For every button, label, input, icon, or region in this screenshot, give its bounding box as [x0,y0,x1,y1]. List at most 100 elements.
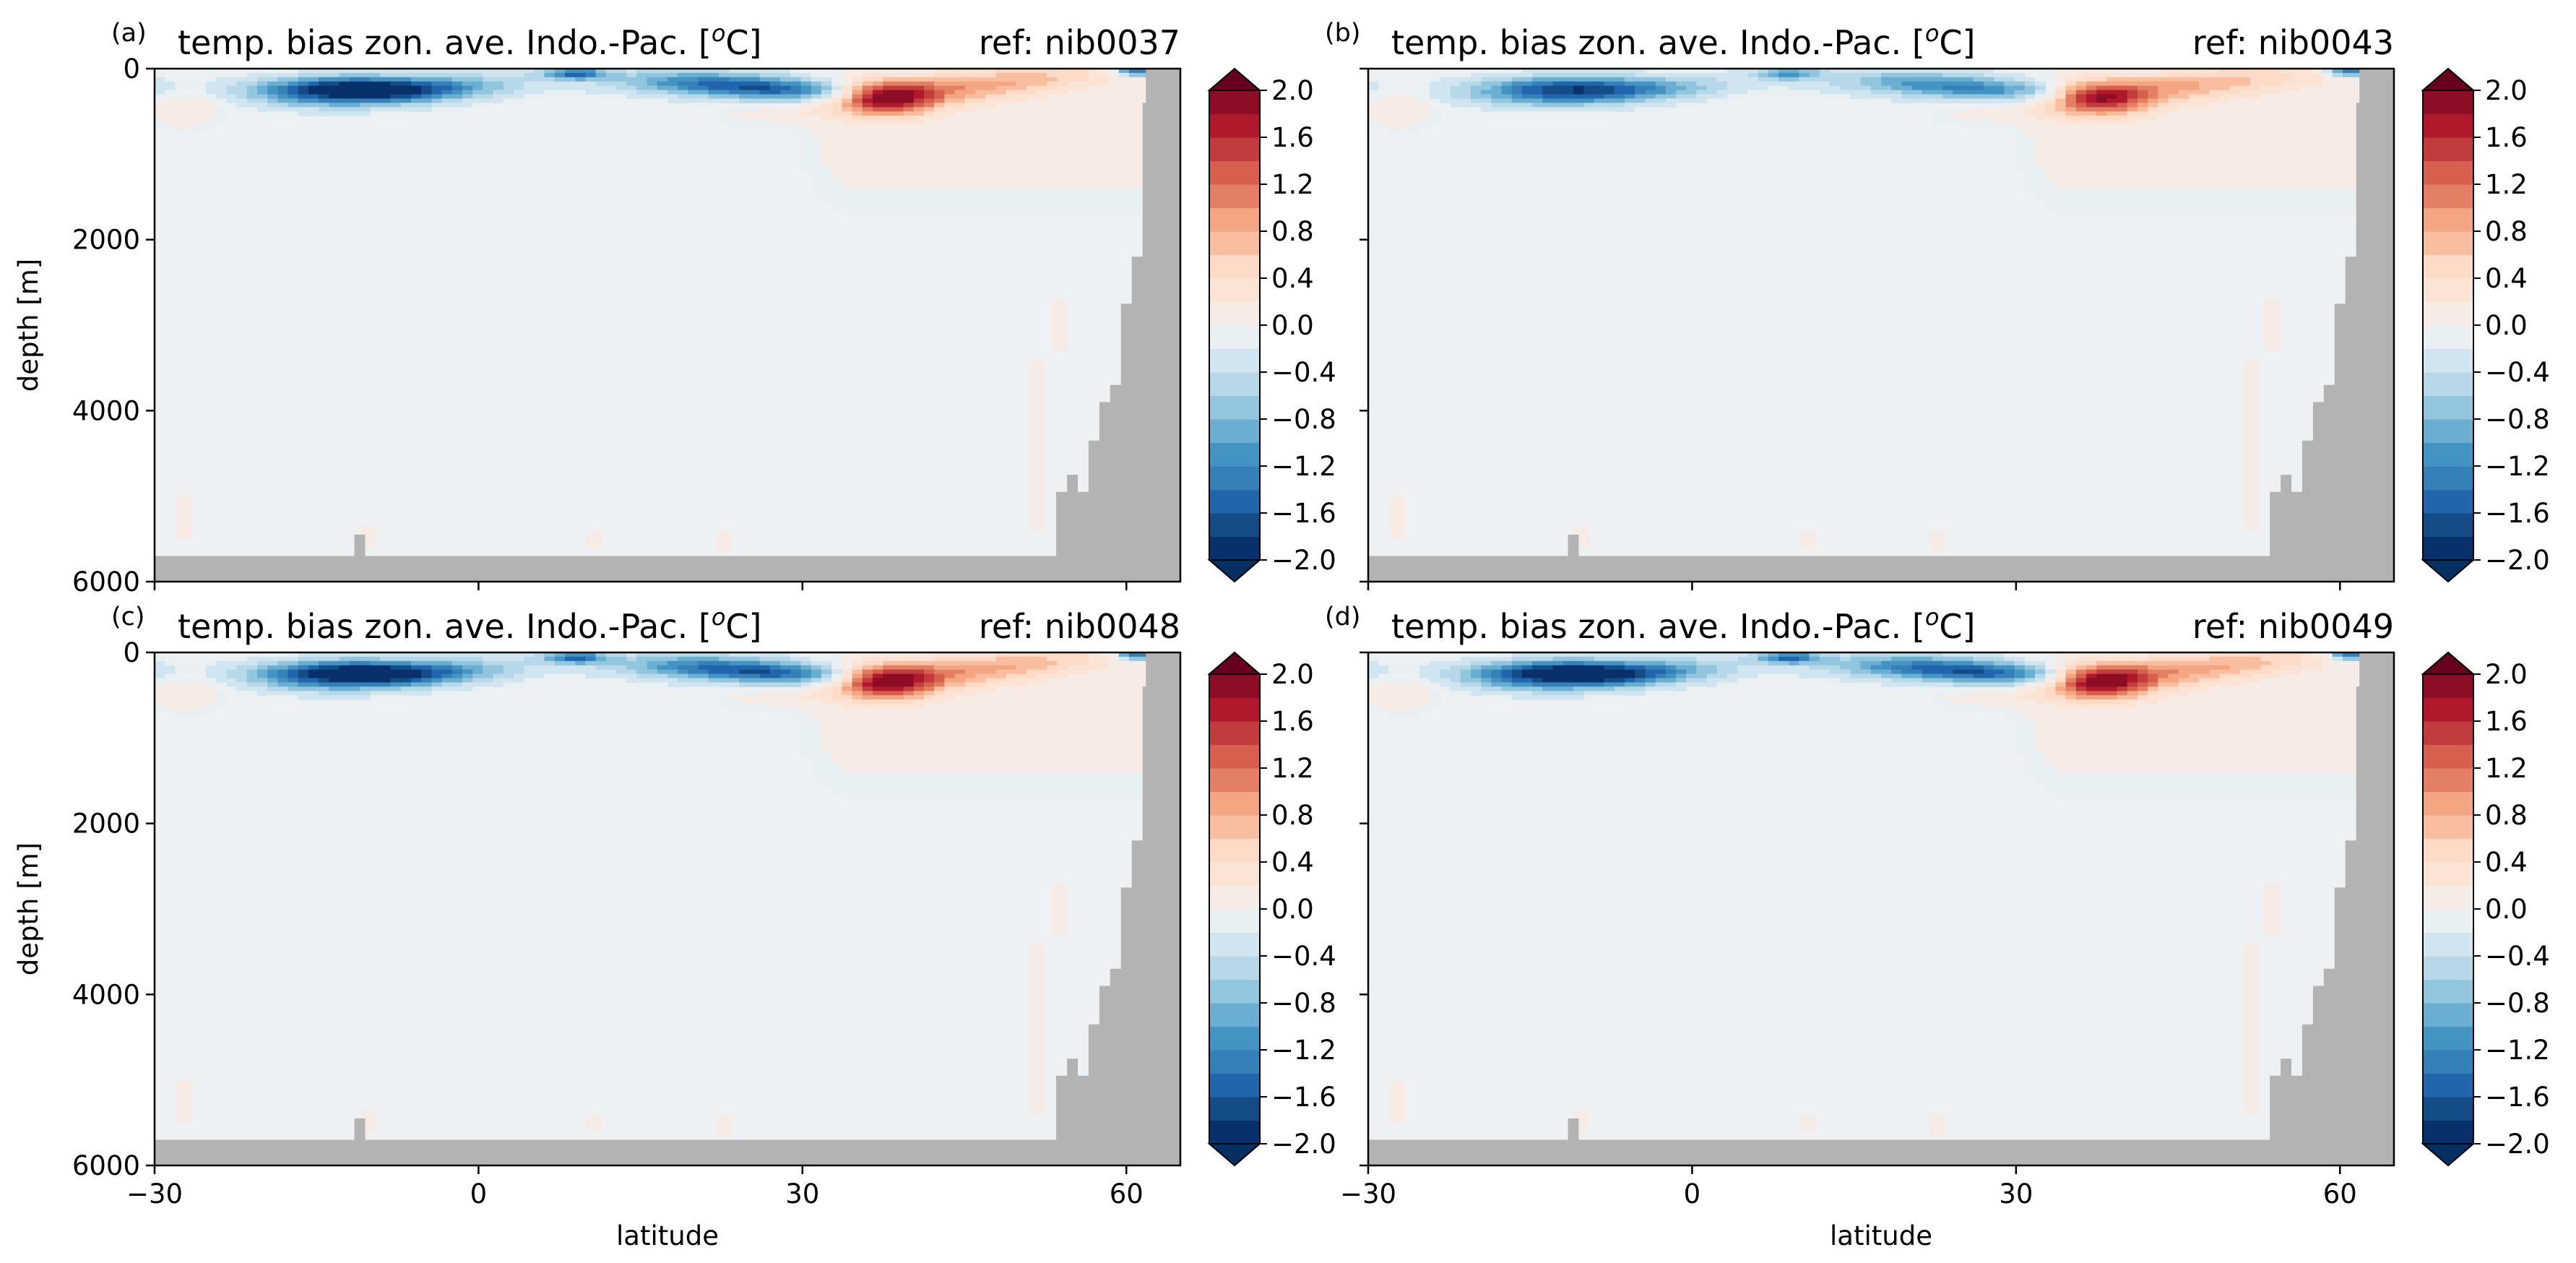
colorbar-tick-label: 1.6 [1271,122,1314,153]
colorbar-tick-label: 1.2 [1271,753,1314,784]
heatmap-field [1368,652,2394,1165]
x-tick-label: 0 [1684,1178,1701,1210]
y-tick-label: 6000 [72,1150,140,1181]
colorbar-level [2423,489,2473,514]
panel-2: (b) temp. bias zon. ave. Indo.-Pac. [oC] r… [1325,19,2550,590]
colorbar-level [1209,348,1260,373]
colorbar-level [2423,325,2473,350]
colorbar-tick-label: 0.8 [1271,216,1314,247]
panel-title-superscript: o [712,20,726,47]
colorbar-level [2423,278,2473,303]
colorbar-level [2423,1120,2473,1145]
panel-1: 0 2000 4000 6000 depth [m] (a) temp. bias zon.… [13,19,1336,598]
axes-frame [153,67,1182,583]
colorbar-tick-label: −1.6 [1271,1082,1336,1113]
colorbar-tick-label: −2.0 [1271,545,1336,576]
colorbar-level [1209,372,1260,397]
colorbar-level [2423,768,2473,793]
colorbar-level [2423,697,2473,722]
y-axis-label: depth [m] [13,259,44,392]
colorbar-tick-label: −0.8 [1271,404,1336,435]
y-tick-label: 0 [123,637,140,668]
colorbar-level [1209,90,1260,115]
colorbar-level [1209,160,1260,185]
colorbar-tick-label: −1.6 [2485,498,2550,529]
panel-title-main: temp. bias zon. ave. Indo.-Pac. [ [1391,607,1925,646]
colorbar-tick-label: 2.0 [2485,75,2528,106]
colorbar-level [1209,1120,1260,1145]
colorbar-level [2423,466,2473,491]
panel-ref-label: ref: nib0048 [979,607,1180,646]
colorbar-level [1209,489,1260,514]
colorbar-tick-label: −2.0 [1271,1129,1336,1160]
panel-title-unit: C] [725,23,761,62]
colorbar-tick-label: −1.2 [2485,1035,2550,1066]
colorbar-level [1209,442,1260,467]
panel-title-superscript: o [1925,20,1940,47]
heatmap-field [1368,69,2394,582]
colorbar-tick-label: 1.6 [1271,706,1314,737]
colorbar-tick-label: 0.4 [1271,263,1314,294]
colorbar-tick-label: 2.0 [1271,75,1314,106]
colorbar-level [2423,348,2473,373]
colorbar-tick-label: 0.0 [2485,310,2528,341]
panel-3: −30 0 30 60 0 2000 4000 6000 depth [m] latitude (c… [13,603,1336,1251]
colorbar-extend-min [1207,559,1262,583]
colorbar-tick-label: 0.0 [2485,894,2528,925]
panel-title: temp. bias zon. ave. Indo.-Pac. [oC] [1391,20,1975,62]
colorbar-level [2423,207,2473,232]
colorbar-level [1209,744,1260,769]
y-tick-label: 2000 [72,225,140,256]
y-tick-label: 4000 [72,979,140,1010]
colorbar-level [2423,1050,2473,1074]
colorbar-extend-max [2421,651,2476,675]
panel-title-unit: C] [1939,607,1975,646]
colorbar-level [1209,768,1260,793]
colorbar-level [1209,909,1260,934]
colorbar-level [1209,838,1260,863]
panel-4: −30 0 30 60 latitude (d) temp. bias zon. ave. … [1325,603,2550,1251]
colorbar-tick-label: 1.6 [2485,706,2528,737]
colorbar-level [1209,862,1260,887]
colorbar-tick-label: 0.4 [2485,847,2528,878]
axes-frame [153,651,1182,1167]
colorbar-level [2423,372,2473,397]
colorbar-level [2423,90,2473,115]
colorbar-level [2423,254,2473,279]
panel-title: temp. bias zon. ave. Indo.-Pac. [oC] [178,20,761,62]
colorbar-level [1209,885,1260,910]
panel-ref-label: ref: nib0043 [2192,23,2394,62]
colorbar-level [1209,137,1260,162]
colorbar-extend-min [1207,1143,1262,1167]
colorbar-level [1209,1026,1260,1051]
colorbar-level [2423,791,2473,816]
colorbar-extend-max [2421,67,2476,91]
colorbar-tick-label: 0.4 [2485,263,2528,294]
colorbar-tick-label: 0.0 [1271,894,1314,925]
x-axis-label: latitude [1830,1220,1932,1251]
colorbar-level [2423,301,2473,326]
panel-ref-label: ref: nib0037 [979,23,1180,62]
colorbar: 2.0 1.6 1.2 0.8 0.4 0.0 −0.4 −0.8 −1.2 −1.6 −2.0 [1207,67,1336,583]
colorbar-level [1209,207,1260,232]
colorbar-level [1209,1003,1260,1027]
colorbar-level [2423,885,2473,910]
x-tick-label: −30 [1340,1178,1396,1210]
x-tick-label: 60 [1110,1178,1144,1210]
x-tick-label: 30 [1999,1178,2033,1210]
colorbar-tick-label: 2.0 [1271,659,1314,690]
colorbar-level [1209,419,1260,444]
colorbar-level [1209,278,1260,303]
colorbar-tick-label: −0.8 [2485,988,2550,1019]
x-tick-label: 0 [470,1178,488,1210]
colorbar-tick-label: −1.2 [1271,1035,1336,1066]
colorbar: 2.0 1.6 1.2 0.8 0.4 0.0 −0.4 −0.8 −1.2 −1.6 −2.0 [2421,651,2550,1167]
panel-title-superscript: o [1925,603,1940,631]
heatmap-field [155,69,1180,582]
colorbar-level [1209,979,1260,1004]
colorbar-tick-label: −2.0 [2485,545,2550,576]
axes-frame [1367,651,2395,1167]
colorbar-tick-label: 0.4 [1271,847,1314,878]
axes-frame [1367,67,2395,583]
